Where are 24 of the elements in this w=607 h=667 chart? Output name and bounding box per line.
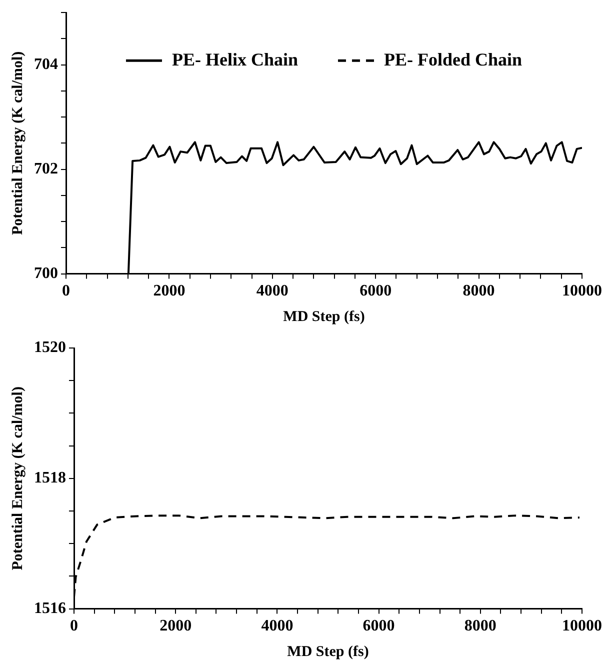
x-tick-label: 4000 bbox=[261, 618, 294, 635]
y-tick-label: 1520 bbox=[34, 339, 66, 356]
y-tick-label: 1518 bbox=[34, 470, 66, 487]
x-axis-title: MD Step (fs) bbox=[283, 308, 365, 325]
x-tick-label: 0 bbox=[70, 618, 78, 635]
legend-label: PE- Helix Chain bbox=[172, 49, 298, 70]
x-tick-label: 10000 bbox=[562, 282, 602, 300]
x-tick-label: 8000 bbox=[464, 618, 496, 635]
x-tick-label: 10000 bbox=[562, 618, 602, 635]
x-tick-label: 4000 bbox=[256, 282, 288, 300]
y-tick-label: 1516 bbox=[34, 600, 66, 617]
x-axis-title: MD Step (fs) bbox=[287, 644, 369, 660]
y-axis-title: Potential Energy (K cal/mol) bbox=[10, 386, 26, 570]
y-tick-label: 700 bbox=[34, 264, 58, 282]
x-tick-label: 6000 bbox=[362, 618, 395, 635]
y-tick-label: 704 bbox=[34, 56, 58, 73]
x-tick-label: 0 bbox=[62, 282, 70, 300]
text: PE- Folded Chain bbox=[384, 49, 522, 70]
x-tick-label: 8000 bbox=[462, 282, 495, 300]
y-tick-label: 702 bbox=[34, 160, 58, 178]
x-tick-label: 2000 bbox=[153, 282, 186, 300]
x-tick-label: 6000 bbox=[360, 282, 392, 300]
x-tick-label: 2000 bbox=[160, 618, 192, 635]
y-axis-title: Potential Energy (K cal/mol) bbox=[10, 51, 26, 236]
